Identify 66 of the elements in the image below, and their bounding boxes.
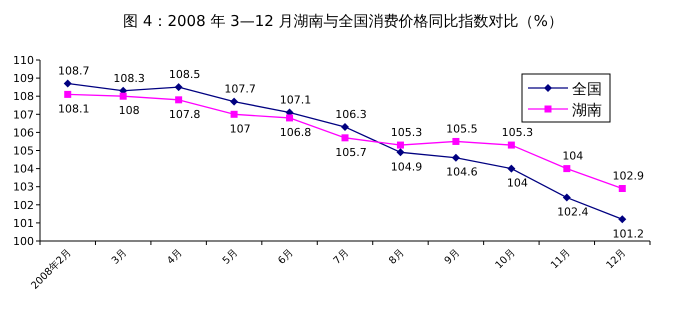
x-tick-label: 6月 xyxy=(276,247,296,267)
data-label: 105.7 xyxy=(335,146,367,159)
point xyxy=(562,194,571,202)
y-tick-label: 108 xyxy=(13,90,34,104)
x-tick-label: 9月 xyxy=(442,247,462,267)
y-tick-label: 104 xyxy=(13,162,34,176)
y-tick-label: 103 xyxy=(13,180,34,194)
data-label: 108.1 xyxy=(58,102,90,116)
point xyxy=(508,142,515,149)
point xyxy=(452,138,460,145)
y-tick-label: 107 xyxy=(13,108,34,122)
data-label: 107.1 xyxy=(280,93,312,106)
x-tick-label: 12月 xyxy=(604,247,628,272)
point xyxy=(230,110,238,118)
y-tick-label: 109 xyxy=(13,72,34,86)
point xyxy=(396,142,404,149)
point xyxy=(64,90,72,98)
y-tick-label: 110 xyxy=(13,54,34,67)
point xyxy=(452,154,460,162)
point xyxy=(286,114,294,122)
x-tick-label: 3月 xyxy=(110,247,130,267)
data-label: 108 xyxy=(118,104,140,118)
point xyxy=(507,164,516,173)
data-label: 104.6 xyxy=(446,166,478,179)
point xyxy=(120,92,127,100)
data-label: 108.3 xyxy=(113,72,145,85)
data-label: 106.8 xyxy=(280,126,312,139)
data-label: 107 xyxy=(230,122,251,136)
point xyxy=(230,98,238,106)
chart-title: 图 4：2008 年 3—12 月湖南与全国消费价格同比指数对比（%） xyxy=(123,12,563,30)
x-tick-label: 7月 xyxy=(332,247,352,267)
data-label: 107.7 xyxy=(224,82,256,96)
y-tick-label: 106 xyxy=(13,126,34,140)
point xyxy=(618,215,626,224)
point xyxy=(563,165,570,172)
point xyxy=(175,96,182,104)
data-label: 104 xyxy=(562,150,584,163)
data-label: 105.3 xyxy=(390,126,422,140)
data-label: 106.3 xyxy=(335,108,367,121)
data-label: 107.8 xyxy=(168,108,200,121)
point xyxy=(174,83,183,92)
point xyxy=(341,122,349,131)
x-tick-label: 11月 xyxy=(549,247,573,272)
data-label: 105.3 xyxy=(502,126,534,140)
point xyxy=(342,134,348,142)
legend-label: 全国 xyxy=(572,80,602,98)
data-label: 101.2 xyxy=(612,227,644,240)
point xyxy=(396,148,404,156)
point xyxy=(618,185,626,192)
data-label: 108.7 xyxy=(58,64,90,78)
data-label: 108.5 xyxy=(168,68,200,82)
y-tick-label: 102 xyxy=(13,198,34,212)
x-tick-label: 10月 xyxy=(494,247,518,272)
data-label: 105.5 xyxy=(446,122,478,136)
legend-label: 湖南 xyxy=(572,101,602,119)
data-label: 104.9 xyxy=(390,160,422,174)
data-label: 102.9 xyxy=(612,170,644,183)
x-tick-label: 5月 xyxy=(220,247,240,267)
y-tick-label: 105 xyxy=(13,144,34,158)
data-label: 104 xyxy=(506,176,528,190)
point xyxy=(64,80,72,88)
y-tick-label: 101 xyxy=(13,216,34,230)
x-tick-label: 4月 xyxy=(165,247,185,267)
y-tick-label: 100 xyxy=(13,235,34,248)
data-label: 102.4 xyxy=(557,206,589,219)
x-tick-label: 8月 xyxy=(387,247,407,267)
